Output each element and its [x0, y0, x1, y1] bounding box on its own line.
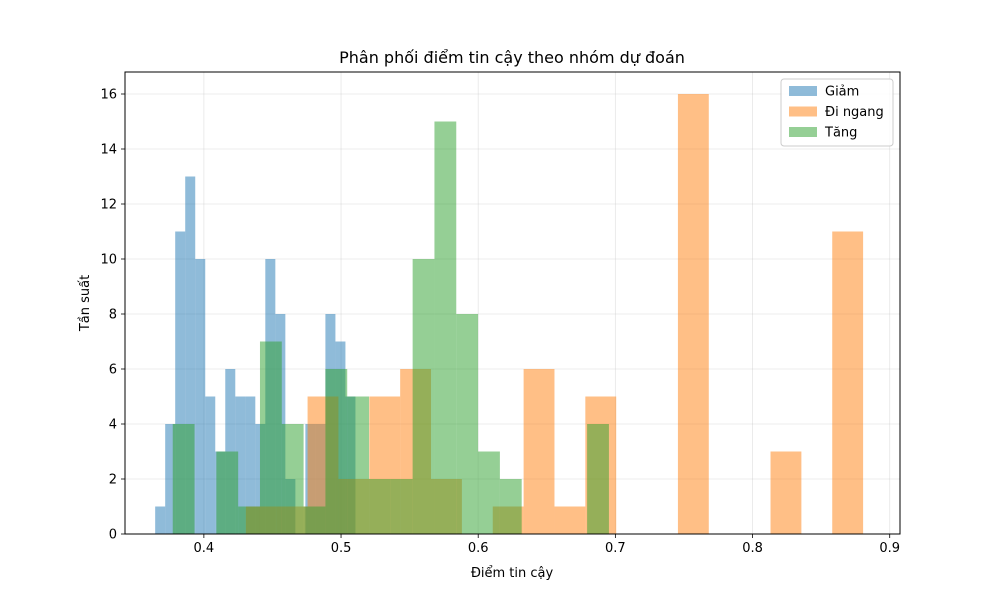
histogram-bar — [456, 314, 479, 534]
legend-swatch — [789, 106, 817, 117]
series-3-bars — [172, 121, 609, 534]
legend-swatch — [789, 86, 817, 96]
y-tick-label: 10 — [100, 253, 117, 268]
histogram-bar — [195, 259, 206, 534]
histogram-bar — [245, 396, 256, 534]
x-tick-label: 0.7 — [605, 541, 626, 556]
y-tick-label: 4 — [109, 418, 117, 433]
histogram-bar — [478, 451, 500, 534]
x-tick-label: 0.9 — [879, 541, 900, 556]
bars — [155, 94, 864, 534]
histogram-bar — [185, 176, 196, 534]
legend: Giảm Đi ngang Tăng — [780, 78, 894, 147]
histogram-bar — [303, 506, 326, 534]
legend-label: Đi ngang — [825, 105, 884, 120]
legend-swatch — [789, 127, 817, 137]
y-tick-label: 16 — [100, 88, 117, 103]
histogram-bar — [369, 479, 391, 534]
y-tick-label: 14 — [100, 143, 117, 158]
histogram-bar — [235, 396, 246, 534]
histogram-bar — [216, 451, 239, 534]
legend-label: Tăng — [824, 126, 857, 141]
histogram-bar — [390, 479, 413, 534]
histogram-bar — [677, 94, 709, 534]
histogram-bar — [523, 369, 555, 534]
histogram-bar — [587, 424, 609, 534]
histogram-bar — [554, 506, 586, 534]
x-tick-label: 0.4 — [194, 541, 215, 556]
histogram-bar — [347, 396, 370, 534]
histogram-bar — [832, 231, 864, 534]
y-tick-label: 6 — [109, 363, 117, 378]
y-tick-label: 8 — [109, 308, 117, 323]
x-axis-title: Điểm tin cậy — [471, 566, 554, 581]
x-tick-label: 0.5 — [331, 541, 352, 556]
histogram-bar — [165, 424, 176, 534]
y-tick-label: 12 — [100, 198, 117, 213]
legend-label: Giảm — [825, 85, 859, 100]
histogram-bar — [499, 479, 522, 534]
axis-ticks: 0.4 0.5 0.6 0.7 0.8 0.9 0 2 4 6 8 10 12 14 16 — [100, 88, 900, 557]
histogram-bar — [175, 231, 186, 534]
y-tick-label: 0 — [109, 528, 117, 543]
histogram-bar — [155, 506, 166, 534]
plot-frame — [124, 71, 901, 535]
histogram-bar — [172, 424, 195, 534]
histogram-bar — [770, 451, 802, 534]
y-axis-title: Tần suất — [78, 275, 93, 332]
x-tick-label: 0.6 — [468, 541, 489, 556]
histogram-bar — [205, 396, 216, 534]
histogram-bar — [325, 369, 348, 534]
x-tick-label: 0.8 — [742, 541, 763, 556]
y-tick-label: 2 — [109, 473, 117, 488]
histogram-bar — [238, 506, 260, 534]
histogram-bar — [412, 259, 435, 534]
histogram-bar — [259, 341, 282, 534]
histogram-bar — [281, 424, 304, 534]
chart-title: Phân phối điểm tin cậy theo nhóm dự đoán — [339, 48, 685, 67]
histogram-bar — [434, 121, 457, 534]
